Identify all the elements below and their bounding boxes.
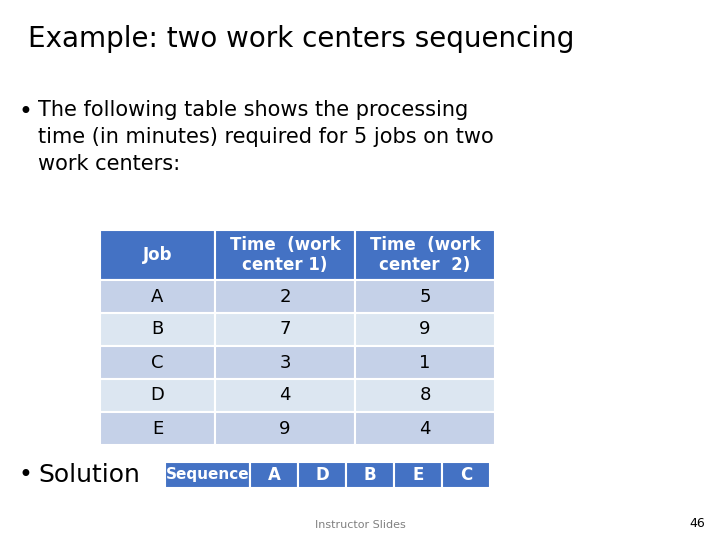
Text: Sequence: Sequence	[166, 468, 249, 483]
Text: D: D	[315, 466, 329, 484]
Bar	[250, 462, 298, 488]
Text: E: E	[413, 466, 423, 484]
Bar	[442, 462, 490, 488]
Bar	[100, 313, 215, 346]
Text: A: A	[268, 466, 280, 484]
Bar	[100, 230, 215, 280]
Bar	[100, 379, 215, 412]
Bar	[215, 379, 355, 412]
Bar	[355, 346, 495, 379]
Text: 4: 4	[419, 420, 431, 437]
Text: 2: 2	[279, 287, 291, 306]
Bar	[355, 379, 495, 412]
Text: C: C	[460, 466, 472, 484]
Text: A: A	[151, 287, 163, 306]
Bar	[355, 230, 495, 280]
Text: 5: 5	[419, 287, 431, 306]
Bar	[215, 412, 355, 445]
Text: 7: 7	[279, 321, 291, 339]
Bar	[215, 230, 355, 280]
Text: B: B	[151, 321, 163, 339]
Bar	[355, 280, 495, 313]
Bar	[215, 313, 355, 346]
Bar	[100, 412, 215, 445]
Text: Time  (work
center  2): Time (work center 2)	[369, 235, 480, 274]
Text: Instructor Slides: Instructor Slides	[315, 520, 405, 530]
Bar	[215, 346, 355, 379]
Bar	[394, 462, 442, 488]
Text: 1: 1	[419, 354, 431, 372]
Text: The following table shows the processing
time (in minutes) required for 5 jobs o: The following table shows the processing…	[38, 100, 494, 174]
Bar	[100, 280, 215, 313]
Text: B: B	[364, 466, 377, 484]
Text: 9: 9	[279, 420, 291, 437]
Text: Solution: Solution	[38, 463, 140, 487]
Bar	[165, 462, 250, 488]
Text: D: D	[150, 387, 164, 404]
Text: 9: 9	[419, 321, 431, 339]
Text: 3: 3	[279, 354, 291, 372]
Text: E: E	[152, 420, 163, 437]
Bar	[215, 280, 355, 313]
Text: •: •	[18, 100, 32, 124]
Bar	[100, 346, 215, 379]
Text: 46: 46	[689, 517, 705, 530]
Text: C: C	[151, 354, 163, 372]
Text: Example: two work centers sequencing: Example: two work centers sequencing	[28, 25, 575, 53]
Bar	[346, 462, 394, 488]
Text: 4: 4	[279, 387, 291, 404]
Bar	[298, 462, 346, 488]
Text: •: •	[18, 463, 32, 487]
Bar	[355, 412, 495, 445]
Text: Time  (work
center 1): Time (work center 1)	[230, 235, 341, 274]
Text: Job: Job	[143, 246, 172, 264]
Text: 8: 8	[419, 387, 431, 404]
Bar	[355, 313, 495, 346]
